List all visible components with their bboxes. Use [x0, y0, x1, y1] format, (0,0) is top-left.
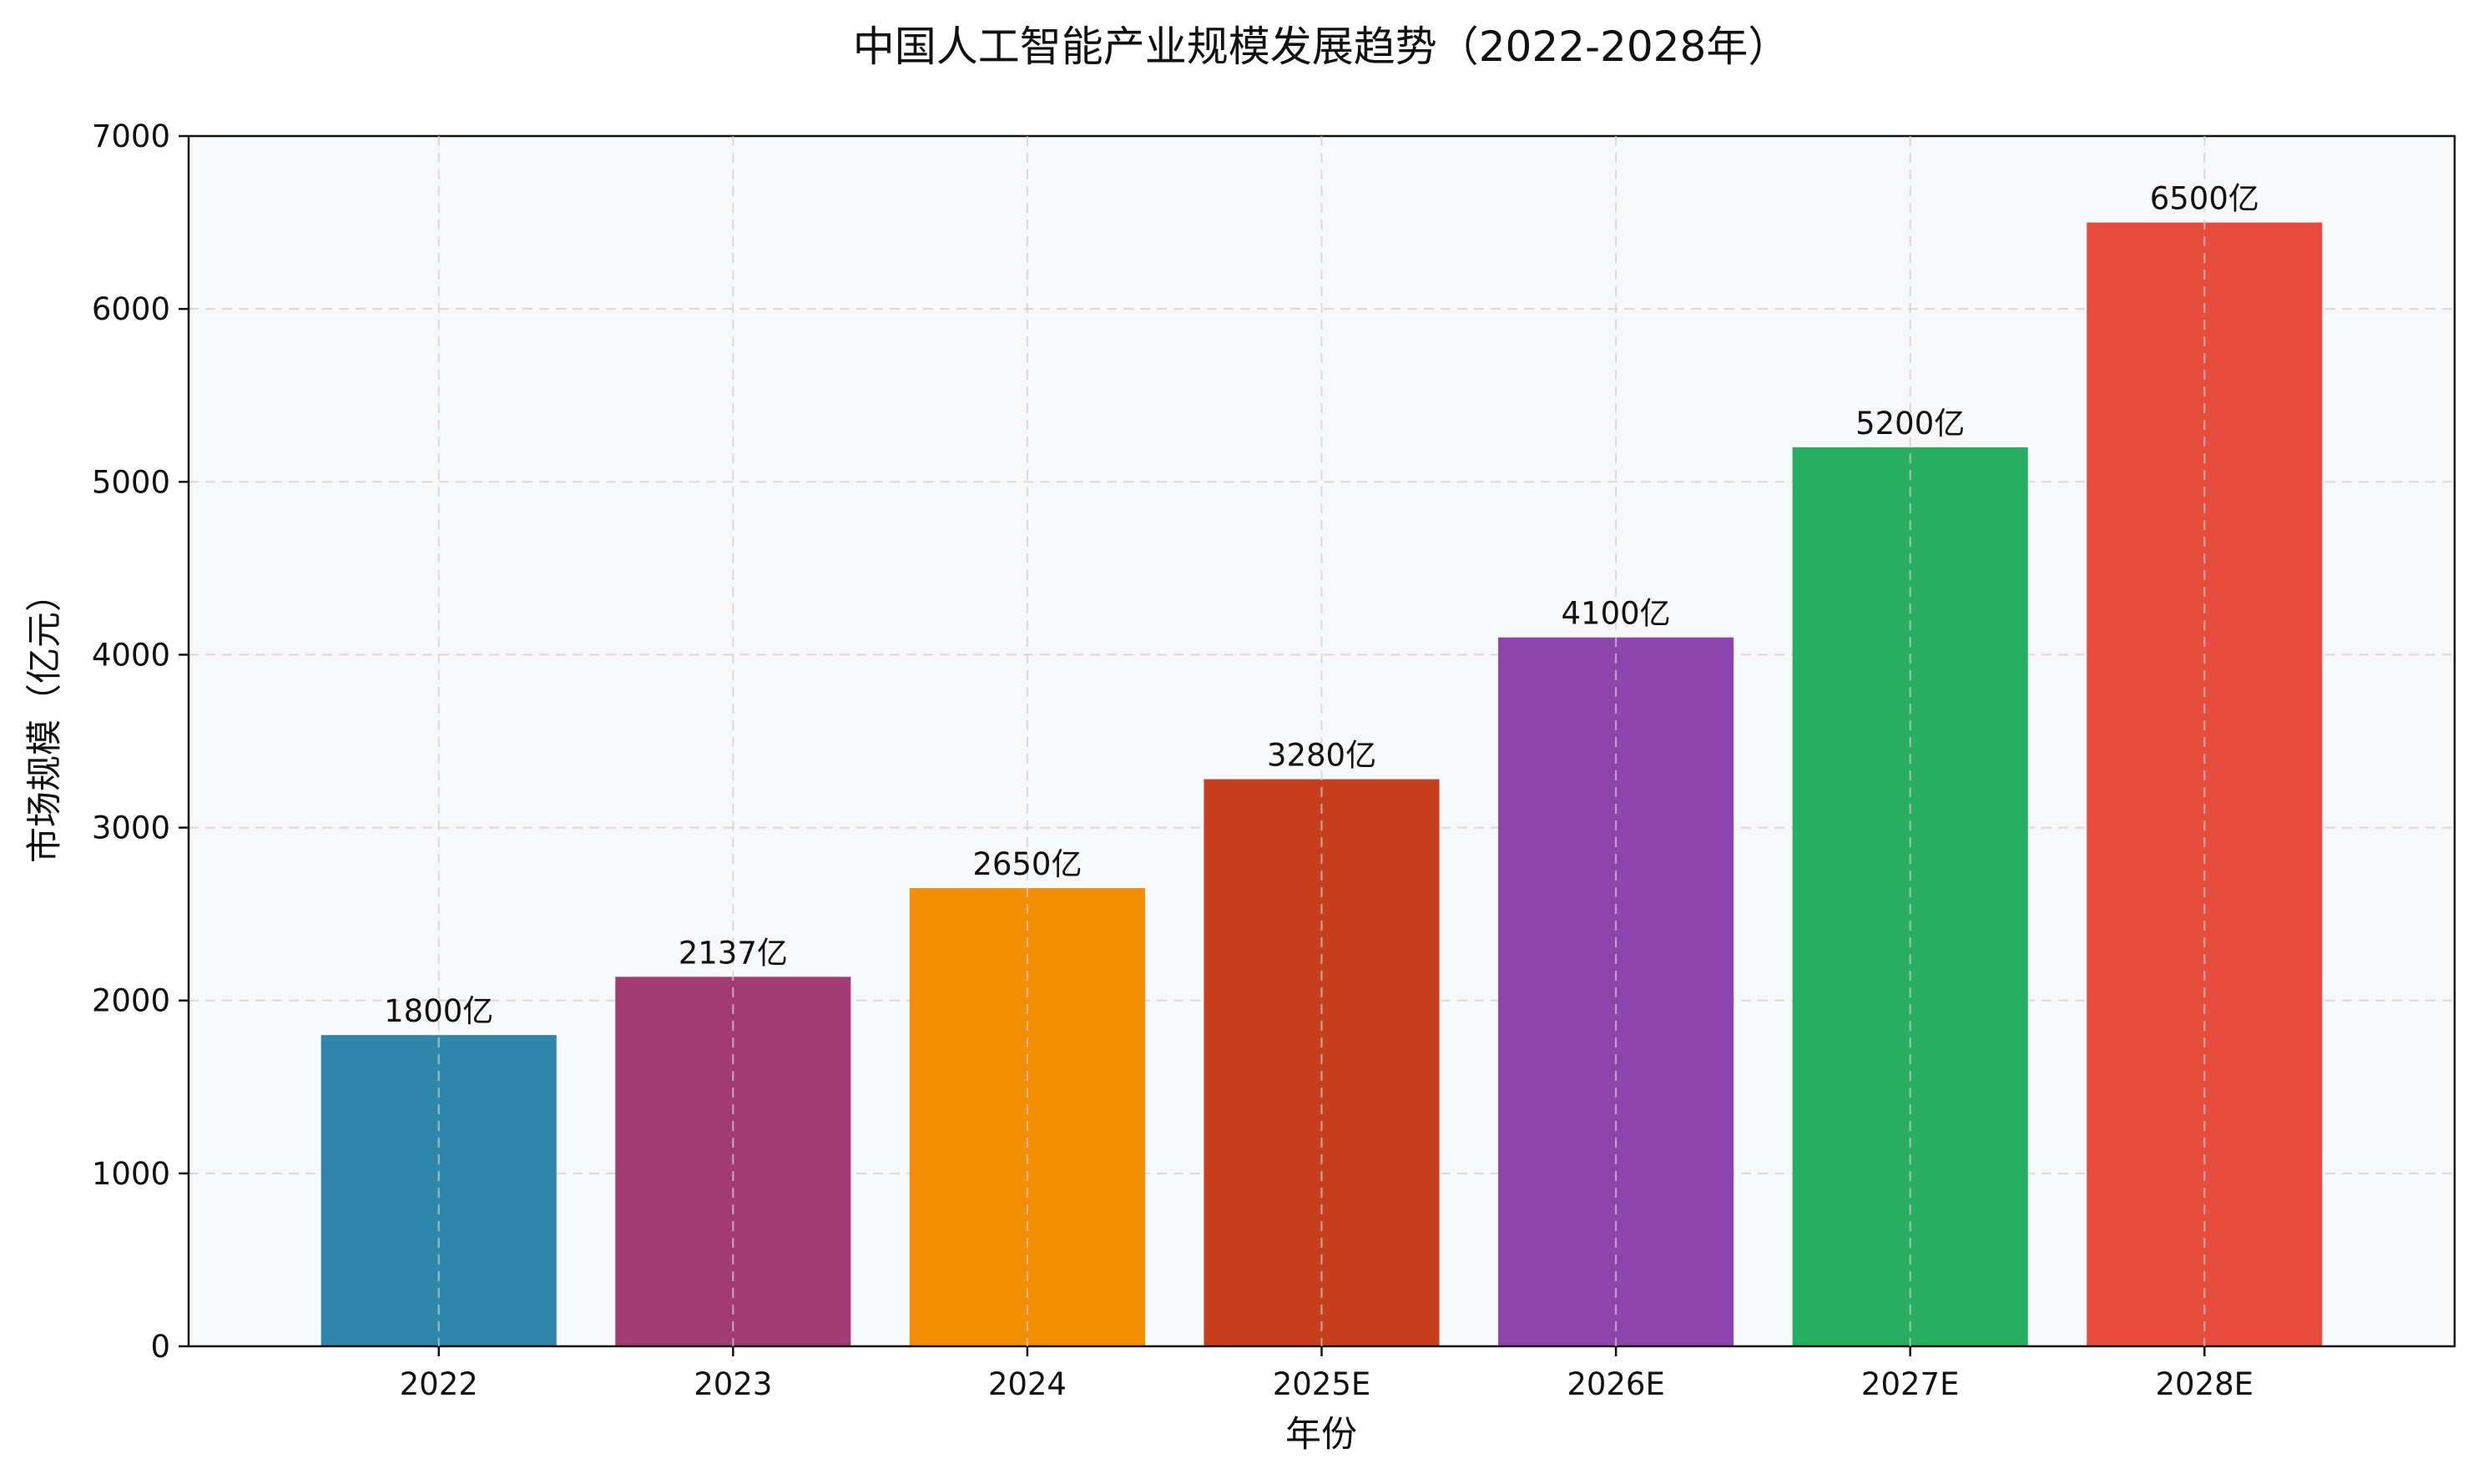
y-tick-label: 4000 [92, 637, 170, 673]
x-tick-label: 2027E [1861, 1366, 1960, 1402]
data-label-2027E: 5200亿 [1855, 406, 1965, 442]
y-tick-label: 6000 [92, 291, 170, 327]
y-tick-label: 2000 [92, 983, 170, 1019]
data-label-2024: 2650亿 [972, 846, 1082, 882]
x-tick-label: 2022 [400, 1366, 478, 1402]
bar-2024 [909, 888, 1145, 1346]
x-axis-label: 年份 [1285, 1414, 1357, 1456]
data-label-2025E: 3280亿 [1267, 738, 1376, 774]
data-label-2023: 2137亿 [679, 935, 788, 971]
y-tick-label: 5000 [92, 464, 170, 500]
data-label-2022: 1800亿 [384, 993, 493, 1029]
data-label-2026E: 4100亿 [1562, 596, 1671, 632]
x-tick-label: 2024 [988, 1366, 1067, 1402]
y-tick-label: 7000 [92, 119, 170, 154]
x-tick-label: 2028E [2156, 1366, 2254, 1402]
y-tick-label: 1000 [92, 1156, 170, 1192]
x-tick-label: 2026E [1567, 1366, 1665, 1402]
data-label-2028E: 6500亿 [2150, 181, 2259, 217]
y-tick-label: 3000 [92, 810, 170, 846]
data-labels: 1800亿 2137亿 2650亿 3280亿 4100亿 5200亿 6500亿 [384, 136, 2259, 1346]
y-axis-label: 市场规模（亿元） [24, 576, 66, 863]
x-tick-label: 2023 [694, 1366, 772, 1402]
y-tick-label: 0 [150, 1329, 170, 1365]
y-axis-ticks: 0 1000 2000 3000 4000 5000 6000 7000 [92, 119, 189, 1365]
x-tick-label: 2025E [1273, 1366, 1371, 1402]
chart-title: 中国人工智能产业规模发展趋势（2022-2028年） [853, 23, 1790, 71]
grid-lines [189, 308, 2455, 1174]
x-axis-ticks: 2022 2023 2024 2025E 2026E 2027E 2028E [400, 1346, 2253, 1402]
